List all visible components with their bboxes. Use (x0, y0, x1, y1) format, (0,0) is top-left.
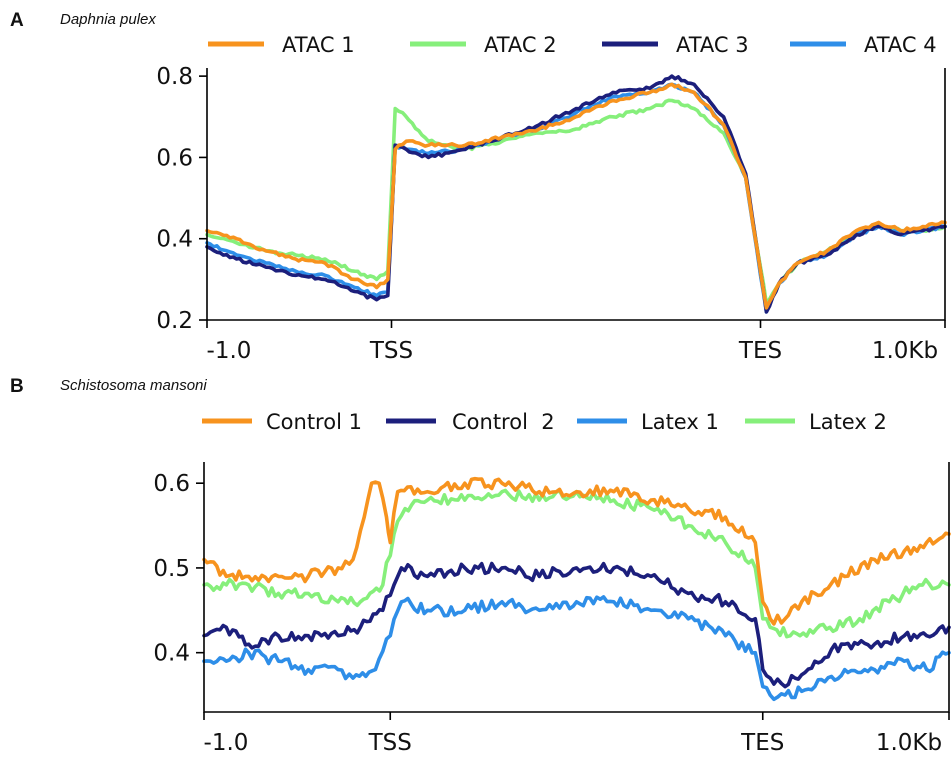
x-tick-label-tes: TES (738, 338, 782, 364)
series-line-control-2 (202, 561, 951, 689)
legend-label-control-1: Control 1 (266, 410, 362, 434)
legend-label-control-2: Control 2 (452, 410, 555, 434)
y-tick-label-0-6: 0.6 (156, 145, 193, 171)
panel-b-letter: B (10, 376, 24, 397)
panel-a-y-axis: 0.2 0.4 0.6 0.8 (156, 64, 207, 334)
series-line-control-1 (202, 476, 951, 626)
x-tick-label-tss: TSS (369, 338, 413, 364)
series-line-atac-1 (205, 82, 947, 310)
legend-label-atac-4: ATAC 4 (864, 33, 937, 57)
x-tick-label-end: 1.0Kb (872, 338, 938, 364)
y-tick-label-0-6: 0.6 (153, 471, 190, 497)
y-tick-label-0-2: 0.2 (156, 308, 193, 334)
panel-b: B Schistosoma mansoni Control 1 Control … (10, 376, 951, 756)
panel-a-letter: A (10, 10, 24, 31)
panel-a-title: Daphnia pulex (60, 11, 156, 28)
panel-b-legend: Control 1 Control 2 Latex 1 Latex 2 (202, 410, 887, 434)
panel-b-series-group (202, 476, 951, 702)
panel-a-legend: ATAC 1 ATAC 2 ATAC 3 ATAC 4 (208, 33, 937, 57)
legend-label-latex-1: Latex 1 (641, 410, 719, 434)
y-tick-label-0-4: 0.4 (156, 227, 193, 253)
legend-label-atac-2: ATAC 2 (484, 33, 557, 57)
panel-a-series-group (205, 74, 947, 314)
legend-label-latex-2: Latex 2 (809, 410, 887, 434)
x-tick-label-tes: TES (740, 730, 784, 756)
panel-a: A Daphnia pulex ATAC 1 ATAC 2 ATAC 3 ATA… (10, 10, 947, 364)
series-line-latex-2 (202, 488, 951, 639)
legend-label-atac-3: ATAC 3 (676, 33, 749, 57)
y-tick-label-0-8: 0.8 (156, 64, 193, 90)
y-tick-label-0-5: 0.5 (153, 556, 190, 582)
panel-b-x-axis: -1.0 TSS TES 1.0Kb (203, 712, 950, 756)
panel-b-title: Schistosoma mansoni (60, 377, 207, 394)
series-line-latex-1 (202, 595, 951, 702)
x-tick-label-start: -1.0 (204, 730, 249, 756)
x-tick-label-tss: TSS (368, 730, 412, 756)
series-line-atac-3 (205, 74, 947, 314)
panel-b-axes-frame (203, 462, 950, 713)
x-tick-label-start: -1.0 (207, 338, 252, 364)
panel-a-x-axis: -1.0 TSS TES 1.0Kb (206, 320, 946, 364)
panel-b-y-axis: 0.4 0.5 0.6 (153, 471, 204, 667)
legend-label-atac-1: ATAC 1 (282, 33, 355, 57)
y-tick-label-0-4: 0.4 (153, 641, 190, 667)
x-tick-label-end: 1.0Kb (876, 730, 942, 756)
panel-a-axes-frame (206, 68, 946, 321)
